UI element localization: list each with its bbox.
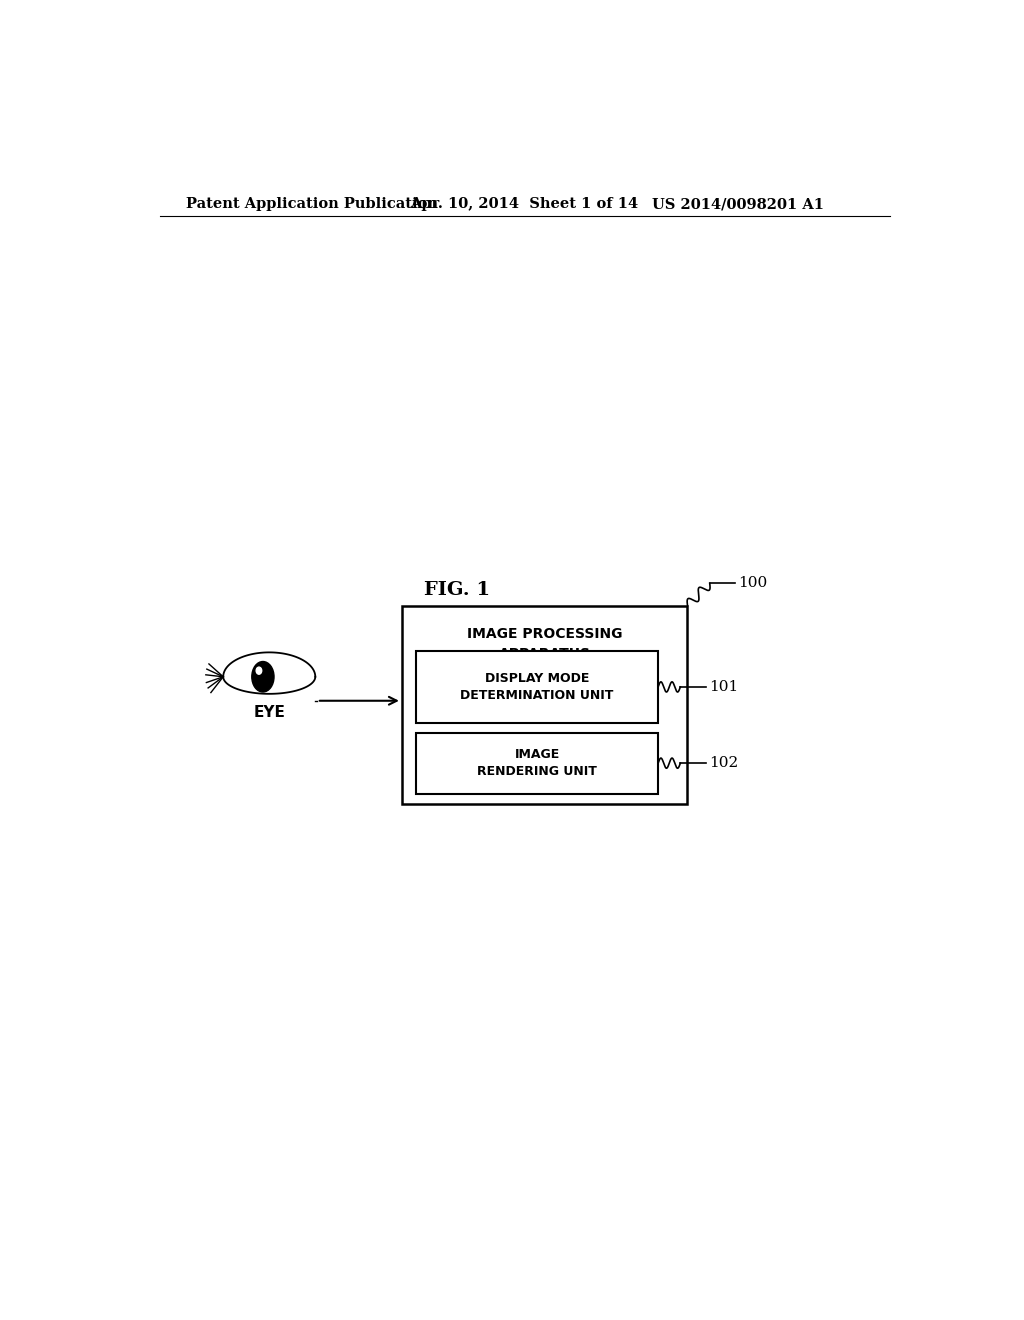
- Text: Apr. 10, 2014  Sheet 1 of 14: Apr. 10, 2014 Sheet 1 of 14: [410, 197, 638, 211]
- Text: Patent Application Publication: Patent Application Publication: [186, 197, 438, 211]
- Bar: [401, 606, 687, 804]
- Ellipse shape: [252, 661, 274, 692]
- Text: FIG. 1: FIG. 1: [424, 581, 490, 599]
- Text: DISPLAY MODE
DETERMINATION UNIT: DISPLAY MODE DETERMINATION UNIT: [461, 672, 613, 702]
- Text: US 2014/0098201 A1: US 2014/0098201 A1: [652, 197, 823, 211]
- Bar: [416, 651, 658, 722]
- Text: EYE: EYE: [253, 705, 286, 719]
- Ellipse shape: [256, 667, 262, 675]
- Text: IMAGE PROCESSING
APPARATUS: IMAGE PROCESSING APPARATUS: [467, 627, 623, 661]
- Text: 101: 101: [709, 680, 738, 694]
- Text: 102: 102: [709, 756, 738, 770]
- Text: IMAGE
RENDERING UNIT: IMAGE RENDERING UNIT: [477, 748, 597, 779]
- Text: 100: 100: [738, 577, 768, 590]
- Bar: [416, 733, 658, 793]
